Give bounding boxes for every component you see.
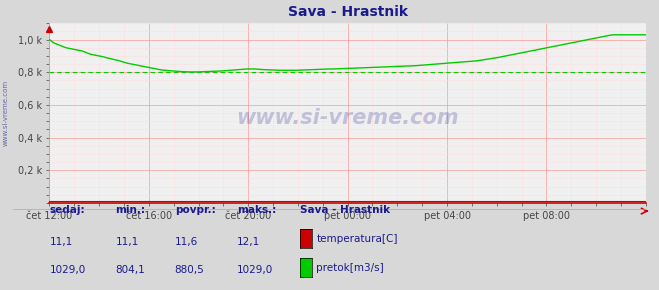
Text: 12,1: 12,1	[237, 237, 260, 246]
Title: Sava - Hrastnik: Sava - Hrastnik	[287, 5, 408, 19]
Text: 1029,0: 1029,0	[49, 266, 86, 275]
Text: 11,1: 11,1	[49, 237, 72, 246]
Text: temperatura[C]: temperatura[C]	[316, 234, 398, 244]
Text: 11,6: 11,6	[175, 237, 198, 246]
Text: 11,1: 11,1	[115, 237, 138, 246]
Text: maks.:: maks.:	[237, 205, 277, 215]
Text: sedaj:: sedaj:	[49, 205, 85, 215]
Text: www.si-vreme.com: www.si-vreme.com	[2, 80, 9, 146]
Text: www.si-vreme.com: www.si-vreme.com	[237, 108, 459, 128]
Text: pretok[m3/s]: pretok[m3/s]	[316, 263, 384, 273]
Text: 1029,0: 1029,0	[237, 266, 273, 275]
Text: 880,5: 880,5	[175, 266, 204, 275]
Text: Sava - Hrastnik: Sava - Hrastnik	[300, 205, 390, 215]
Text: 804,1: 804,1	[115, 266, 145, 275]
Text: min.:: min.:	[115, 205, 146, 215]
Text: povpr.:: povpr.:	[175, 205, 215, 215]
